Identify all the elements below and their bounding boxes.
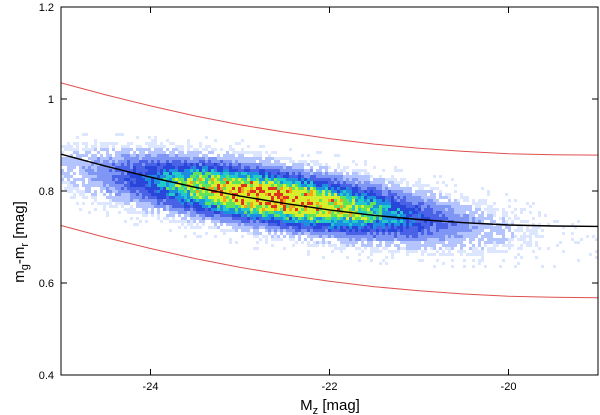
- y-tick-label: 0.8: [39, 186, 54, 198]
- fit-curve: [60, 153, 599, 228]
- upper-bound-curve: [60, 82, 599, 156]
- x-axis-title: Mz [mag]: [300, 397, 360, 415]
- axis-ticks: -24 -22 -20 0.4 0.6 0.8 1 1.2: [39, 2, 598, 393]
- density-map: [61, 133, 598, 268]
- y-tick-label: 0.4: [39, 370, 54, 382]
- x-tick-label: -24: [143, 381, 159, 393]
- y-tick-label: 1.2: [39, 2, 54, 14]
- lower-bound-curve: [60, 225, 599, 299]
- y-tick-label: 1: [48, 94, 54, 106]
- x-tick-label: -20: [501, 381, 517, 393]
- y-axis-title: mg-mr [mag]: [11, 201, 31, 282]
- curves: [60, 82, 599, 299]
- x-tick-label: -22: [322, 381, 338, 393]
- y-tick-label: 0.6: [39, 278, 54, 290]
